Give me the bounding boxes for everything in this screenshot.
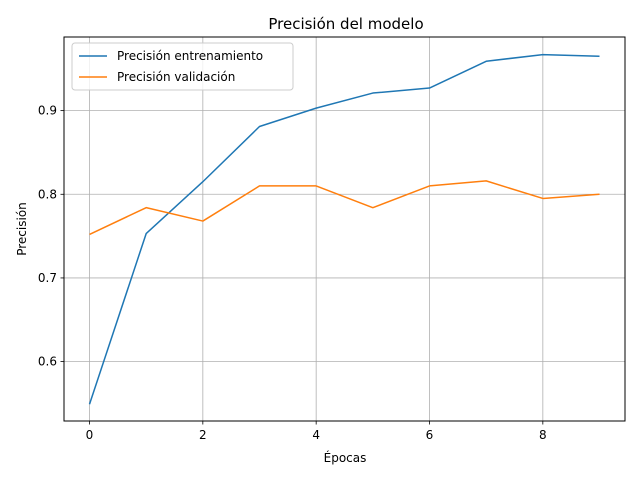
legend-box	[71, 42, 294, 91]
y-tick-label: 0.8	[38, 187, 57, 201]
legend-label-1: Precisión validación	[117, 70, 235, 84]
grid	[64, 37, 625, 421]
series-line-0	[88, 53, 600, 405]
y-axis-label: Precisión	[15, 202, 29, 256]
plot-frame	[63, 36, 626, 422]
x-tick-label: 2	[199, 428, 207, 442]
y-tick-label: 0.9	[38, 104, 57, 118]
x-tick-label: 0	[86, 428, 94, 442]
x-tick-label: 6	[426, 428, 434, 442]
x-axis-label: Épocas	[324, 450, 367, 465]
x-tick-label: 4	[312, 428, 320, 442]
legend: Precisión entrenamiento Precisión validac…	[71, 42, 294, 91]
series-lines	[88, 53, 600, 405]
x-tick-label: 8	[539, 428, 547, 442]
y-tick-label: 0.7	[38, 271, 57, 285]
y-tick-label: 0.6	[38, 355, 57, 369]
axis-ticks: 0 2 4 6 8 0.6 0.7 0.8 0.9	[38, 104, 547, 442]
chart-title: Precisión del modelo	[268, 15, 423, 33]
legend-label-0: Precisión entrenamiento	[117, 49, 263, 63]
series-line-1	[89, 180, 600, 236]
